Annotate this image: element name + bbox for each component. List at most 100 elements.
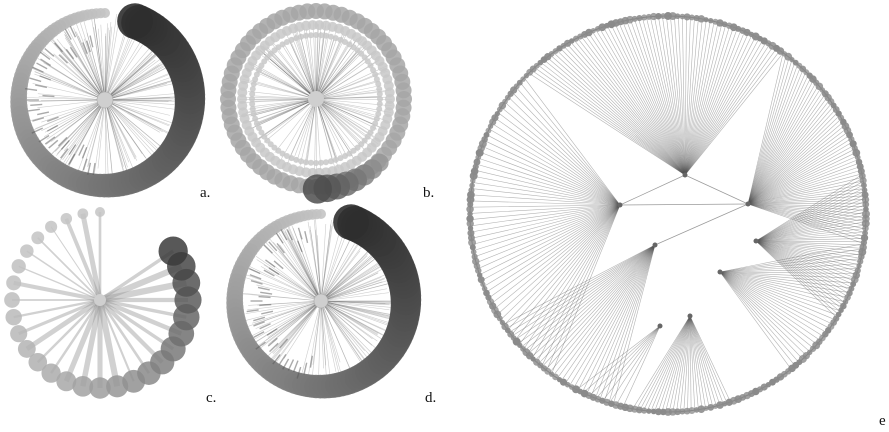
edge-line — [320, 300, 327, 366]
edge-line — [64, 34, 106, 101]
edge-line — [315, 98, 333, 161]
edge-line — [36, 299, 101, 364]
edge-line — [559, 47, 686, 176]
edge-line — [684, 50, 781, 176]
ring-node — [376, 106, 383, 113]
edge-line — [34, 71, 106, 101]
edge-line — [566, 43, 686, 176]
ring-node — [370, 66, 377, 73]
edge-line — [307, 221, 322, 302]
edge-line — [315, 98, 374, 125]
edge-line — [470, 204, 621, 227]
edge-line — [261, 48, 317, 100]
edge-line — [250, 67, 317, 100]
edge-line — [315, 98, 377, 140]
ring-node — [302, 174, 332, 204]
edge-line — [747, 108, 837, 205]
edge-line — [292, 227, 322, 302]
edge-line — [104, 64, 160, 101]
edge-line — [259, 53, 317, 100]
edge-line — [315, 38, 358, 100]
edge-line — [684, 20, 711, 176]
hub-node — [753, 238, 759, 244]
edge-line — [643, 315, 691, 411]
ring-node — [249, 85, 256, 92]
edge-line — [622, 325, 661, 407]
edge-line — [719, 271, 824, 337]
edge-line — [320, 300, 382, 363]
edge-line — [69, 99, 106, 164]
edge-line — [650, 16, 686, 176]
label-tick — [46, 124, 59, 132]
edge-line — [60, 25, 106, 101]
edge-line — [684, 36, 756, 176]
edge-line — [320, 237, 359, 302]
edge-line — [755, 234, 865, 242]
edge-line — [320, 300, 392, 326]
edge-line — [34, 71, 106, 101]
edge-line — [104, 99, 128, 168]
edge-line — [315, 38, 358, 100]
edge-line — [252, 98, 317, 102]
edge-line — [27, 99, 106, 102]
edge-line — [320, 273, 398, 302]
edge-line — [315, 88, 383, 100]
edge-line — [747, 121, 844, 205]
ring-node — [117, 3, 153, 39]
edge-line — [483, 204, 621, 287]
leaf-node — [467, 191, 475, 199]
edge-line — [282, 45, 317, 100]
label-tick — [292, 360, 299, 373]
edge-line — [320, 272, 379, 302]
ring-node — [293, 35, 300, 42]
edge-line — [65, 99, 106, 173]
edge-line — [57, 99, 106, 172]
edge-line — [747, 203, 866, 222]
edge-line — [46, 99, 106, 140]
edge-line — [755, 240, 862, 256]
edge-line — [665, 315, 691, 413]
edge-line — [320, 300, 332, 385]
edge-line — [719, 271, 848, 298]
edge-line — [719, 271, 821, 341]
edge-line — [719, 258, 861, 273]
edge-line — [253, 300, 322, 350]
edge-line — [684, 31, 745, 176]
edge-line — [755, 240, 851, 291]
label-tick — [276, 243, 285, 254]
edge-line — [509, 244, 656, 333]
edge-line — [273, 43, 317, 100]
edge-line — [687, 315, 691, 412]
edge-line — [719, 271, 846, 303]
edge-line — [747, 76, 812, 205]
label-tick — [40, 58, 52, 67]
ring-node — [333, 204, 369, 240]
edge-line — [581, 244, 656, 393]
edge-line — [504, 101, 621, 206]
edge-line — [289, 219, 322, 302]
edge-line — [244, 96, 317, 100]
edge-line — [320, 300, 390, 311]
edge-line — [719, 271, 833, 325]
edge-line — [256, 259, 322, 302]
edge-line — [258, 98, 317, 123]
edge-line — [272, 44, 317, 100]
edge-line — [104, 98, 174, 101]
leaf-node — [485, 127, 492, 134]
ring-node — [56, 371, 77, 392]
leaf-node — [708, 17, 714, 24]
edge-line — [306, 29, 317, 100]
edge-line — [54, 42, 106, 101]
edge-line — [646, 315, 691, 412]
edge-line — [31, 67, 106, 101]
edge-line — [755, 231, 866, 242]
ring-node — [302, 32, 309, 39]
leaf-node — [697, 15, 706, 23]
ring-node — [60, 212, 73, 225]
ring-node — [298, 158, 305, 165]
edge-line — [481, 145, 621, 206]
ring-node — [288, 36, 295, 43]
edge-line — [104, 99, 171, 126]
panel-d-spiral-graph — [226, 204, 422, 399]
edge-line — [87, 99, 106, 167]
